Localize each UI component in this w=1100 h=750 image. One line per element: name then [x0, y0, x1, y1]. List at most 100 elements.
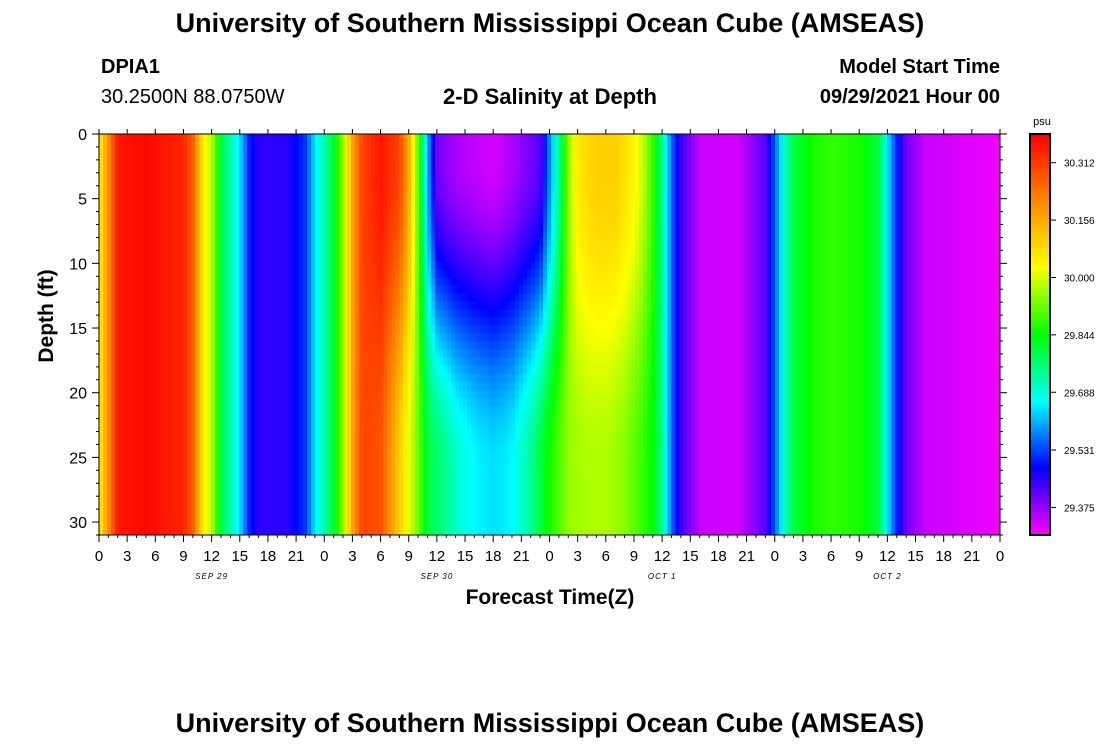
heatmap-cell	[403, 462, 408, 471]
heatmap-cell	[483, 486, 488, 495]
heatmap-cell	[167, 414, 172, 423]
heatmap-cell	[159, 302, 164, 311]
heatmap-cell	[339, 470, 344, 479]
heatmap-cell	[315, 478, 320, 487]
heatmap-cell	[351, 486, 356, 495]
heatmap-cell	[291, 286, 296, 295]
heatmap-cell	[159, 150, 164, 159]
heatmap-cell	[379, 430, 384, 439]
heatmap-cell	[307, 430, 312, 439]
heatmap-cell	[303, 334, 308, 343]
heatmap-cell	[239, 518, 244, 527]
heatmap-cell	[395, 526, 400, 535]
heatmap-cell	[139, 462, 144, 471]
heatmap-cell	[147, 494, 152, 503]
heatmap-cell	[235, 150, 240, 159]
heatmap-cell	[103, 286, 108, 295]
heatmap-cell	[447, 302, 452, 311]
heatmap-cell	[111, 390, 116, 399]
heatmap-cell	[183, 238, 188, 247]
heatmap-cell	[107, 358, 112, 367]
heatmap-cell	[431, 222, 436, 231]
heatmap-cell	[383, 342, 388, 351]
heatmap-cell	[211, 190, 216, 199]
heatmap-cell	[183, 510, 188, 519]
heatmap-cell	[239, 510, 244, 519]
heatmap-cell	[391, 166, 396, 175]
heatmap-cell	[127, 318, 132, 327]
heatmap-cell	[99, 334, 104, 343]
heatmap-cell	[111, 446, 116, 455]
heatmap-cell	[171, 374, 176, 383]
heatmap-cell	[103, 214, 108, 223]
heatmap-cell	[275, 518, 280, 527]
heatmap-cell	[235, 230, 240, 239]
heatmap-cell	[99, 190, 104, 199]
heatmap-cell	[307, 190, 312, 199]
heatmap-cell	[307, 310, 312, 319]
heatmap-cell	[279, 438, 284, 447]
heatmap-cell	[291, 158, 296, 167]
heatmap-cell	[207, 390, 212, 399]
heatmap-cell	[171, 262, 176, 271]
heatmap-cell	[331, 166, 336, 175]
heatmap-cell	[215, 406, 220, 415]
heatmap-cell	[99, 494, 104, 503]
heatmap-cell	[295, 286, 300, 295]
heatmap-cell	[383, 294, 388, 303]
heatmap-cell	[359, 350, 364, 359]
heatmap-cell	[291, 430, 296, 439]
heatmap-cell	[107, 414, 112, 423]
heatmap-cell	[487, 246, 492, 255]
heatmap-cell	[155, 390, 160, 399]
heatmap-cell	[355, 334, 360, 343]
heatmap-cell	[215, 150, 220, 159]
heatmap-cell	[451, 222, 456, 231]
heatmap-cell	[475, 486, 480, 495]
heatmap-cell	[195, 206, 200, 215]
heatmap-cell	[315, 254, 320, 263]
heatmap-cell	[335, 406, 340, 415]
heatmap-cell	[299, 166, 304, 175]
heatmap-cell	[135, 158, 140, 167]
heatmap-cell	[339, 430, 344, 439]
heatmap-cell	[391, 518, 396, 527]
heatmap-cell	[327, 526, 332, 535]
heatmap-cell	[123, 342, 128, 351]
heatmap-cell	[323, 286, 328, 295]
heatmap-cell	[271, 390, 276, 399]
heatmap-cell	[171, 462, 176, 471]
heatmap-cell	[283, 174, 288, 183]
heatmap-cell	[167, 158, 172, 167]
heatmap-cell	[487, 286, 492, 295]
heatmap-cell	[327, 398, 332, 407]
heatmap-cell	[463, 198, 468, 207]
heatmap-cell	[439, 222, 444, 231]
heatmap-cell	[195, 158, 200, 167]
heatmap-cell	[175, 366, 180, 375]
heatmap-cell	[187, 494, 192, 503]
heatmap-cell	[251, 454, 256, 463]
heatmap-cell	[175, 254, 180, 263]
heatmap-cell	[475, 390, 480, 399]
heatmap-cell	[323, 350, 328, 359]
heatmap-cell	[327, 134, 332, 143]
heatmap-cell	[183, 358, 188, 367]
heatmap-cell	[179, 238, 184, 247]
heatmap-cell	[359, 518, 364, 527]
heatmap-cell	[395, 342, 400, 351]
heatmap-cell	[395, 246, 400, 255]
heatmap-cell	[223, 182, 228, 191]
heatmap-cell	[203, 494, 208, 503]
heatmap-cell	[295, 294, 300, 303]
heatmap-cell	[279, 286, 284, 295]
heatmap-cell	[287, 198, 292, 207]
heatmap-cell	[423, 238, 428, 247]
heatmap-cell	[451, 238, 456, 247]
heatmap-cell	[279, 454, 284, 463]
heatmap-cell	[115, 142, 120, 151]
heatmap-cell	[391, 230, 396, 239]
heatmap-cell	[467, 390, 472, 399]
heatmap-cell	[431, 502, 436, 511]
heatmap-cell	[191, 262, 196, 271]
